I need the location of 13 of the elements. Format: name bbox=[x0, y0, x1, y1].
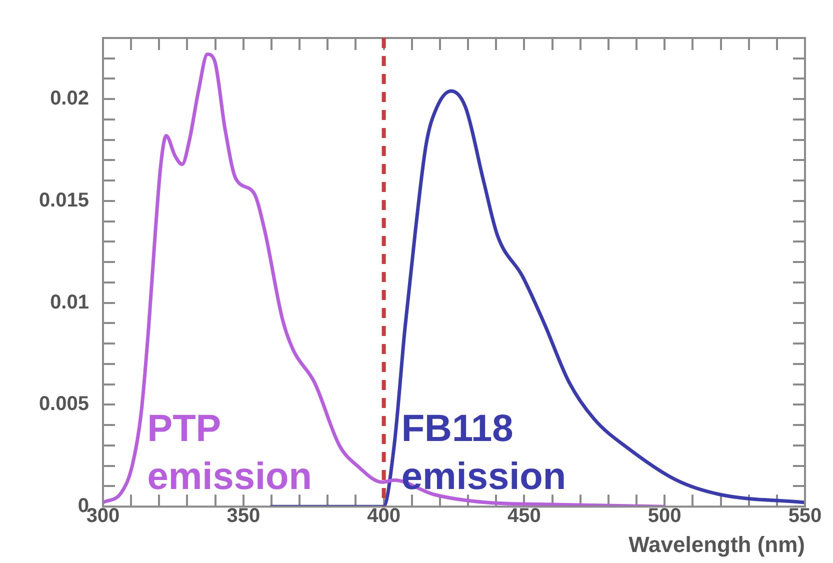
y-tick-label: 0.005 bbox=[38, 393, 89, 416]
y-tick-label: 0 bbox=[78, 495, 89, 518]
x-tick-label: 500 bbox=[648, 505, 682, 528]
y-tick-label: 0.015 bbox=[38, 190, 89, 212]
x-tick-label: 400 bbox=[367, 505, 400, 528]
x-axis-title: Wavelength (nm) bbox=[628, 532, 805, 557]
x-tick-label: 450 bbox=[508, 505, 541, 528]
y-tick-label: 0.01 bbox=[50, 291, 89, 314]
x-tick-label: 550 bbox=[788, 505, 822, 528]
y-tick-label: 0.02 bbox=[50, 88, 89, 110]
series-label: FB118 emission bbox=[401, 408, 566, 498]
series-label: PTP emission bbox=[147, 408, 312, 498]
x-tick-label: 350 bbox=[226, 505, 260, 528]
